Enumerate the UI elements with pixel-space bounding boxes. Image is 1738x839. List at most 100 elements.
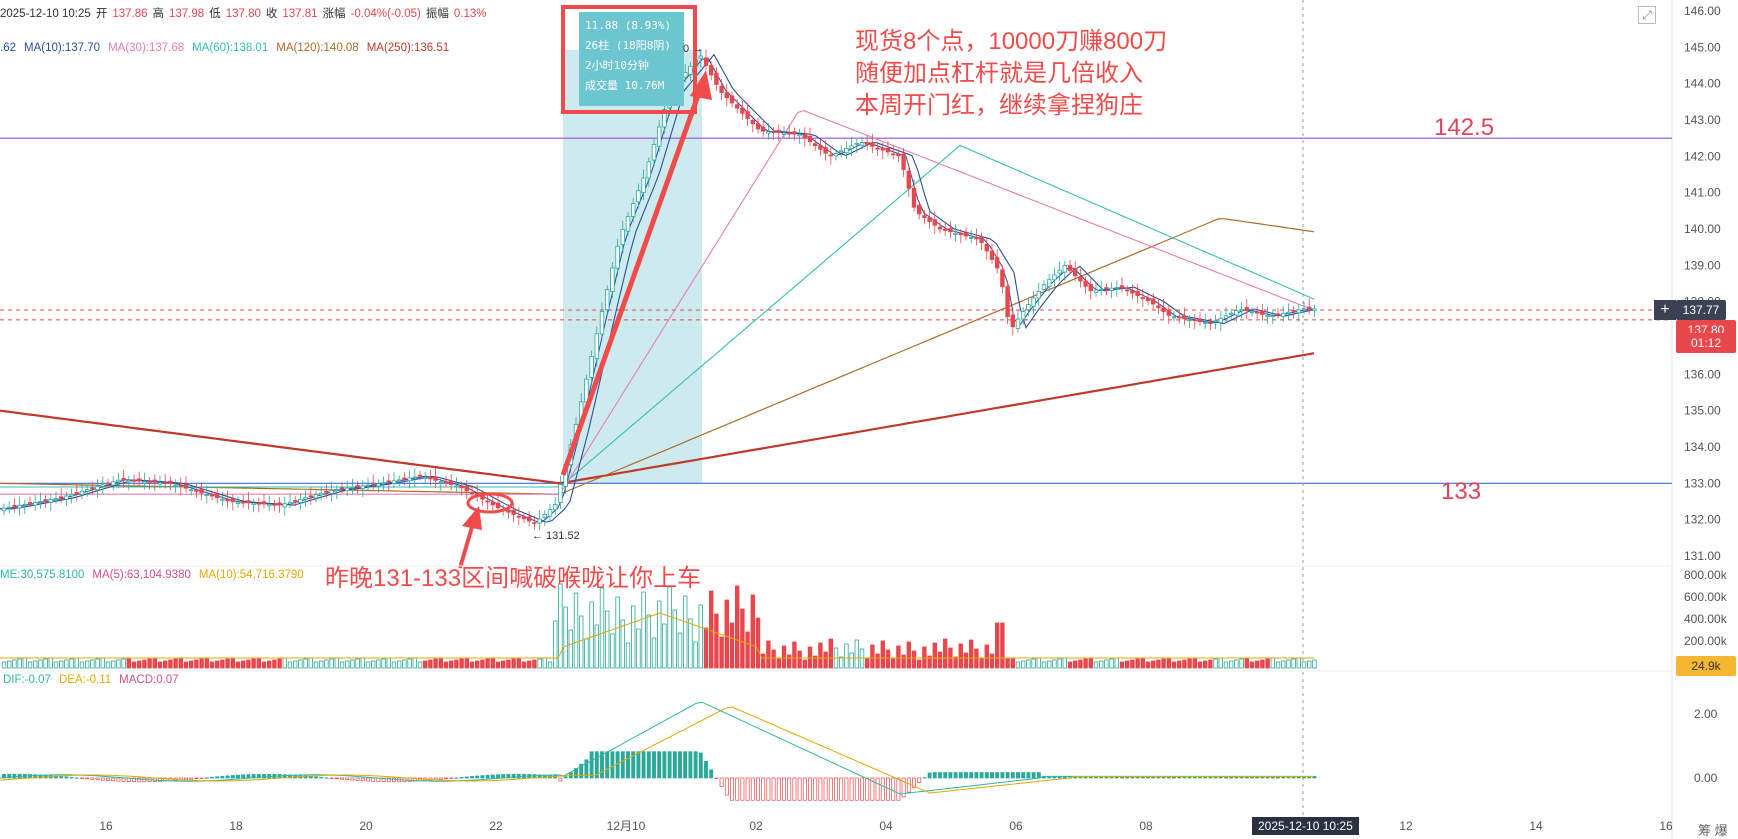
volume-bar (1229, 660, 1234, 669)
macd-histogram-bar (1031, 772, 1036, 779)
volume-bar (7, 660, 12, 669)
candle-body (1182, 315, 1187, 320)
macd-histogram-bar (345, 777, 350, 780)
candle-body (136, 478, 142, 482)
volume-bar (38, 659, 43, 669)
candle-body (1270, 315, 1275, 317)
volume-bar (625, 642, 631, 669)
candle-body (1307, 306, 1312, 310)
volume-bar (448, 660, 454, 669)
ma250-line (0, 352, 1315, 485)
candle-body (521, 516, 527, 520)
macd-histogram-bar (990, 772, 994, 779)
macd-histogram-bar (475, 775, 480, 779)
candle-body (553, 503, 558, 511)
macd-histogram-bar (1005, 772, 1010, 779)
macd-histogram-bar (1312, 776, 1317, 779)
candle-body (329, 489, 334, 494)
macd-histogram-bar (964, 772, 968, 779)
macd-histogram-bar (366, 777, 370, 782)
high-label: 高 (152, 8, 165, 20)
macd-histogram-bar (90, 777, 95, 780)
candle-body (126, 479, 131, 483)
volume-bar (178, 657, 183, 669)
volume-bar (116, 659, 121, 669)
candle-body (1067, 265, 1073, 271)
macd-histogram-bar (714, 777, 719, 779)
macd-histogram-bar (787, 777, 792, 801)
candle-body (605, 289, 610, 311)
arrow-bottom-line (458, 519, 476, 569)
candle-body (199, 489, 204, 494)
macd-histogram-bar (683, 751, 688, 779)
fullscreen-icon[interactable]: ⤢ (1638, 6, 1656, 24)
macd-histogram-bar (927, 772, 932, 779)
macd-histogram-bar (563, 776, 568, 779)
volume-bar (797, 650, 802, 669)
candle-body (381, 482, 386, 485)
candle-body (443, 481, 449, 484)
add-alert-button[interactable]: + (1654, 300, 1676, 320)
macd-histogram-bar (412, 777, 417, 782)
candle-body (53, 498, 59, 500)
volume-bar (875, 653, 880, 669)
volume-bar (360, 657, 365, 669)
macd-histogram-bar (246, 774, 251, 779)
candle-body (974, 237, 979, 240)
macd-histogram-bar (979, 772, 984, 779)
candle-body (1187, 319, 1192, 322)
price-tick-label: 134.00 (1684, 440, 1721, 454)
macd-histogram-bar (1010, 772, 1015, 779)
volume-tick-label: 800.00k (1684, 568, 1728, 582)
low-point-label: ← 131.52 (532, 530, 580, 542)
macd-histogram-bar (995, 772, 1000, 779)
candle-body (111, 481, 116, 486)
volume-bar (1130, 659, 1135, 669)
candle-body (797, 134, 802, 137)
candle-body (984, 243, 989, 252)
candle-body (1301, 308, 1307, 311)
volume-bar (474, 660, 480, 669)
macd-histogram-bar (241, 774, 246, 779)
volume-bar (469, 661, 475, 669)
macd-histogram-bar (698, 752, 703, 779)
candle-body (1255, 311, 1260, 314)
candle-body (1109, 287, 1114, 291)
macd-histogram-bar (730, 777, 734, 801)
candle-body (121, 477, 126, 481)
candle-body (729, 95, 735, 104)
candle-body (1099, 289, 1104, 291)
x-tick-label: 20 (359, 819, 373, 833)
volume-bar (1312, 659, 1317, 669)
macd-histogram-bar (740, 777, 745, 801)
volume-bar (194, 659, 199, 669)
volume-bar (1093, 661, 1099, 669)
macd-histogram-bar (485, 774, 490, 779)
candle-body (547, 509, 553, 517)
candle-body (516, 515, 521, 518)
macd-histogram-bar (215, 776, 220, 779)
volume-bar (911, 650, 917, 669)
candle-body (90, 487, 95, 490)
candle-body (12, 504, 17, 507)
macd-histogram-bar (371, 777, 376, 782)
candle-body (1244, 307, 1249, 311)
candle-body (287, 501, 293, 505)
candle-body (188, 489, 194, 492)
volume-bar (1125, 660, 1130, 669)
candle-body (438, 481, 443, 484)
price-tick-label: 143.00 (1684, 113, 1721, 127)
candle-body (527, 516, 532, 522)
volume-bar (698, 604, 703, 669)
corner-tools[interactable]: 筹 爆 (1698, 823, 1728, 838)
candle-body (209, 494, 215, 497)
x-tick-label: 04 (879, 819, 893, 833)
macd-histogram-bar (194, 777, 199, 780)
countdown-tag: 01:12 (1676, 333, 1736, 353)
macd-histogram-bar (121, 777, 126, 782)
macd-histogram-bar (766, 777, 771, 801)
volume-bar (553, 620, 558, 669)
candle-body (1265, 315, 1270, 318)
volume-bar (1275, 661, 1281, 669)
